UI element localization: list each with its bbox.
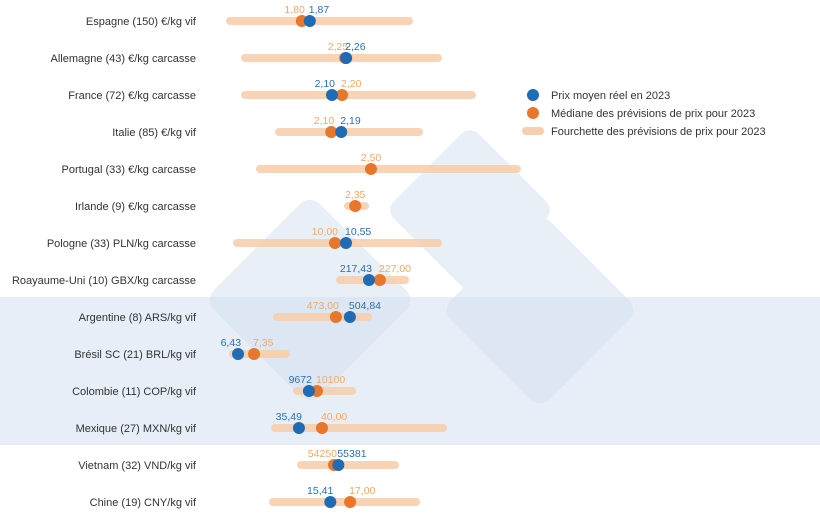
median-point <box>336 89 348 101</box>
actual-value-label: 6,43 <box>221 337 242 349</box>
chart-row: Mexique (27) MXN/kg vif 35,49 40,00 <box>76 411 447 435</box>
median-value-label: 2,20 <box>341 78 362 90</box>
legend: Prix moyen réel en 2023 Médiane des prév… <box>522 89 766 138</box>
chart-row: Roayaume-Uni (10) GBX/kg carcasse 217,43 2… <box>12 263 411 287</box>
actual-value-label: 2,19 <box>340 115 361 127</box>
actual-value-label: 504,84 <box>349 300 381 312</box>
category-label: Chine (19) CNY/kg vif <box>90 497 197 509</box>
median-point <box>373 274 386 286</box>
chart-row: Colombie (11) COP/kg vif 9672 10100 <box>72 374 356 398</box>
highlight-band <box>0 297 820 445</box>
category-label: France (72) €/kg carcasse <box>68 90 196 102</box>
legend-actual-marker <box>527 89 539 101</box>
actual-value-label: 9672 <box>289 374 313 386</box>
actual-point <box>232 348 245 360</box>
median-point <box>315 422 328 434</box>
median-value-label: 10,00 <box>312 226 338 238</box>
category-label: Irlande (9) €/kg carcasse <box>75 201 196 213</box>
category-label: Italie (85) €/kg vif <box>112 127 197 139</box>
median-value-label: 2,35 <box>345 189 366 201</box>
median-point <box>364 163 377 175</box>
category-label: Allemagne (43) €/kg carcasse <box>50 53 196 65</box>
median-point <box>349 200 362 212</box>
legend-actual-label: Prix moyen réel en 2023 <box>551 90 670 102</box>
median-value-label: 1,80 <box>284 4 305 16</box>
median-value-label: 2,10 <box>314 115 335 127</box>
actual-point <box>332 459 345 471</box>
actual-point <box>340 52 353 64</box>
actual-value-label: 2,26 <box>345 41 366 53</box>
legend-median-label: Médiane des prévisions de prix pour 2023 <box>551 108 755 120</box>
chart-row: Irlande (9) €/kg carcasse 2,35 <box>75 189 369 213</box>
actual-value-label: 35,49 <box>276 411 302 423</box>
actual-point <box>326 89 338 101</box>
median-point <box>344 496 357 508</box>
chart-row: Pologne (33) PLN/kg carcasse 10,00 10,55 <box>47 226 442 250</box>
chart-row: France (72) €/kg carcasse 2,10 2,20 <box>68 78 476 102</box>
median-value-label: 473,00 <box>307 300 339 312</box>
median-value-label: 40,00 <box>321 411 347 423</box>
chart-row: Portugal (33) €/kg carcasse 2,50 <box>61 152 521 176</box>
category-label: Espagne (150) €/kg vif <box>86 16 197 28</box>
actual-value-label: 15,41 <box>307 485 333 497</box>
chart-row: Italie (85) €/kg vif 2,10 2,19 <box>112 115 423 139</box>
category-label: Argentine (8) ARS/kg vif <box>79 312 197 324</box>
category-label: Vietnam (32) VND/kg vif <box>78 460 197 472</box>
actual-value-label: 55381 <box>337 448 366 460</box>
median-point <box>329 311 342 323</box>
chart-row: Espagne (150) €/kg vif 1,80 1,87 <box>86 4 413 28</box>
chart-row: Argentine (8) ARS/kg vif 473,00 504,84 <box>79 300 382 324</box>
median-value-label: 2,25 <box>328 41 349 53</box>
median-value-label: 10100 <box>316 374 345 386</box>
actual-point <box>324 496 337 508</box>
actual-point <box>362 274 375 286</box>
category-label: Portugal (33) €/kg carcasse <box>61 164 196 176</box>
median-point <box>248 348 261 360</box>
legend-range-label: Fourchette des prévisions de prix pour 2… <box>551 126 766 138</box>
median-point <box>329 237 341 249</box>
category-label: Colombie (11) COP/kg vif <box>72 386 197 398</box>
median-value-label: 227,00 <box>379 263 411 275</box>
median-value-label: 54250 <box>308 448 337 460</box>
category-label: Brésil SC (21) BRL/kg vif <box>74 349 197 361</box>
median-value-label: 7,35 <box>253 337 274 349</box>
actual-point <box>303 15 316 27</box>
legend-median-marker <box>527 107 539 119</box>
actual-value-label: 217,43 <box>340 263 372 275</box>
legend-range-marker <box>522 127 544 135</box>
actual-value-label: 2,10 <box>315 78 336 90</box>
median-value-label: 17,00 <box>349 485 375 497</box>
chart-row: Chine (19) CNY/kg vif 15,41 17,00 <box>90 485 420 509</box>
actual-value-label: 10,55 <box>345 226 371 238</box>
actual-point <box>340 237 352 249</box>
category-label: Pologne (33) PLN/kg carcasse <box>47 238 196 250</box>
actual-value-label: 1,87 <box>309 4 330 16</box>
chart-row: Vietnam (32) VND/kg vif 54250 55381 <box>78 448 399 472</box>
chart-row: Allemagne (43) €/kg carcasse 2,252,26 <box>50 41 442 65</box>
category-label: Roayaume-Uni (10) GBX/kg carcasse <box>12 275 196 287</box>
actual-point <box>292 422 305 434</box>
actual-point <box>302 385 315 397</box>
actual-point <box>343 311 356 323</box>
category-label: Mexique (27) MXN/kg vif <box>76 423 197 435</box>
median-value-label: 2,50 <box>361 152 382 164</box>
actual-point <box>335 126 348 138</box>
median-point <box>325 126 338 138</box>
chart-row: Brésil SC (21) BRL/kg vif 6,43 7,35 <box>74 337 290 361</box>
